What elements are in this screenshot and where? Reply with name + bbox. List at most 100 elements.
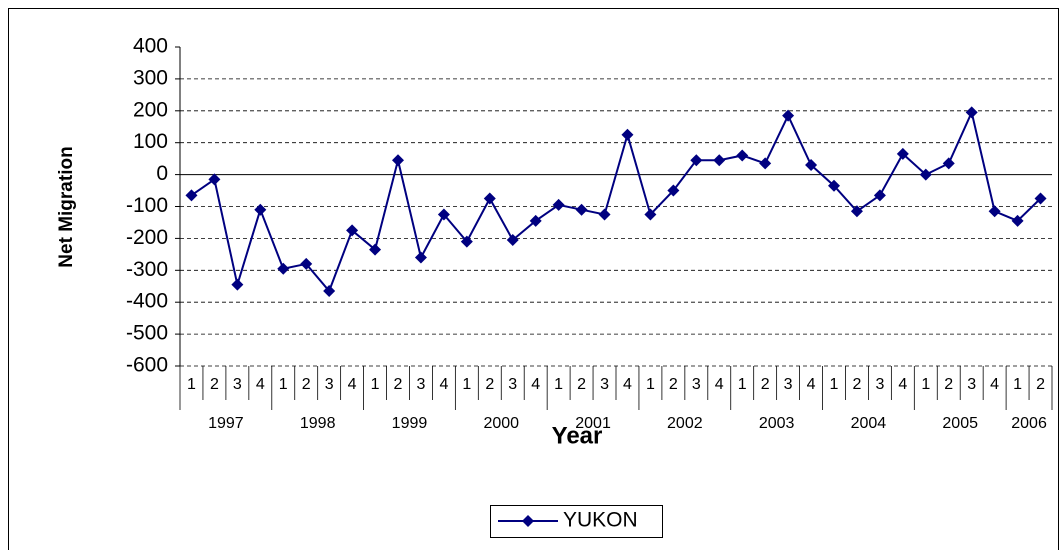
quarter-label: 2: [852, 376, 861, 393]
marker: [667, 184, 680, 197]
year-label: 2005: [942, 415, 978, 432]
y-axis-title: Net Migration: [56, 146, 77, 267]
quarter-label: 1: [830, 376, 839, 393]
marker: [208, 173, 221, 186]
year-label: 2006: [1011, 415, 1047, 432]
marker: [300, 257, 313, 270]
marker: [323, 285, 336, 298]
quarter-label: 4: [898, 376, 907, 393]
marker: [942, 157, 955, 170]
y-tick-label: 200: [133, 98, 168, 121]
quarter-label: 4: [439, 376, 448, 393]
line: [190, 109, 1042, 293]
y-tick-label: -200: [126, 226, 168, 249]
quarter-label: 1: [187, 376, 196, 393]
quarter-label: 1: [554, 376, 563, 393]
marker: [277, 262, 290, 275]
marker: [896, 147, 909, 160]
year-label: 1997: [208, 415, 244, 432]
marker: [369, 243, 382, 256]
marker: [850, 205, 863, 218]
marker: [529, 214, 542, 227]
x-axis-title: Year: [552, 422, 603, 449]
quarter-label: 4: [715, 376, 724, 393]
marker: [965, 106, 978, 119]
quarter-label: 1: [921, 376, 930, 393]
quarter-label: 2: [669, 376, 678, 393]
year-label: 2003: [759, 415, 795, 432]
marker: [1034, 192, 1047, 205]
quarter-label: 4: [348, 376, 357, 393]
marker: [988, 205, 1001, 218]
quarter-label: 3: [416, 376, 425, 393]
quarter-label: 1: [279, 376, 288, 393]
marker: [736, 149, 749, 162]
quarter-label: 2: [761, 376, 770, 393]
year-label: 2002: [667, 415, 703, 432]
quarter-label: 1: [738, 376, 747, 393]
y-tick-label: 400: [133, 35, 168, 58]
marker: [873, 189, 886, 202]
quarter-label: 2: [302, 376, 311, 393]
legend-marker: [522, 515, 534, 527]
marker: [437, 208, 450, 221]
y-tick-label: -300: [126, 258, 168, 281]
quarter-label: 3: [967, 376, 976, 393]
y-tick-label: -400: [126, 290, 168, 313]
marker: [392, 154, 404, 167]
quarter-label: 1: [1013, 376, 1022, 393]
quarter-label: 2: [1036, 376, 1045, 393]
marker: [919, 168, 932, 181]
marker: [231, 278, 244, 291]
quarter-label: 3: [692, 376, 701, 393]
legend-box: [490, 505, 663, 538]
year-label: 1999: [392, 415, 428, 432]
marker: [414, 251, 427, 264]
chart-frame: [8, 8, 1059, 550]
quarter-label: 2: [577, 376, 586, 393]
marker: [1011, 214, 1024, 227]
quarter-label: 4: [623, 376, 632, 393]
marker: [506, 233, 519, 246]
quarter-label: 3: [875, 376, 884, 393]
marker: [828, 179, 840, 192]
quarter-label: 4: [256, 376, 265, 393]
quarter-label: 4: [531, 376, 540, 393]
quarter-label: 2: [394, 376, 403, 393]
quarter-label: 2: [210, 376, 219, 393]
marker: [460, 235, 473, 248]
quarter-label: 3: [508, 376, 517, 393]
marker: [598, 208, 611, 221]
marker: [483, 192, 496, 205]
year-label: 1998: [300, 415, 336, 432]
marker: [254, 203, 267, 216]
y-tick-label: -100: [126, 194, 168, 217]
quarter-label: 3: [600, 376, 609, 393]
quarter-label: 2: [485, 376, 494, 393]
quarter-label: 3: [784, 376, 793, 393]
quarter-label: 1: [646, 376, 655, 393]
marker: [805, 159, 818, 172]
marker: [759, 157, 772, 170]
marker: [552, 198, 565, 211]
marker: [575, 203, 588, 216]
quarter-label: 1: [462, 376, 471, 393]
quarter-label: 4: [990, 376, 999, 393]
legend-label: YUKON: [563, 509, 638, 532]
marker: [644, 208, 657, 221]
quarter-label: 2: [944, 376, 953, 393]
marker: [621, 128, 634, 141]
quarter-label: 3: [325, 376, 334, 393]
y-tick-label: 0: [156, 162, 168, 185]
y-tick-label: -500: [126, 322, 168, 345]
y-tick-label: 300: [133, 66, 168, 89]
marker: [185, 189, 198, 202]
quarter-label: 3: [233, 376, 242, 393]
marker: [690, 154, 703, 167]
year-label: 2000: [483, 415, 519, 432]
marker: [346, 224, 359, 237]
y-tick-label: 100: [133, 130, 168, 153]
quarter-label: 4: [807, 376, 816, 393]
y-tick-label: -600: [126, 354, 168, 377]
